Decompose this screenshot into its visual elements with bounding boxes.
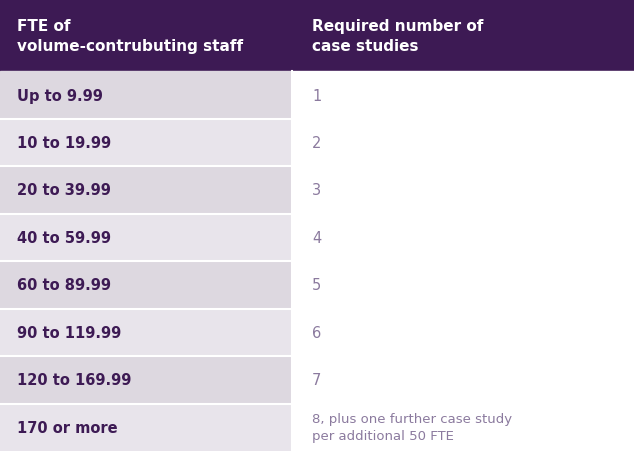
FancyBboxPatch shape: [292, 0, 634, 72]
FancyBboxPatch shape: [0, 214, 292, 262]
Text: Required number of
case studies: Required number of case studies: [312, 19, 484, 53]
Text: Up to 9.99: Up to 9.99: [18, 88, 103, 103]
Text: 90 to 119.99: 90 to 119.99: [18, 325, 122, 340]
FancyBboxPatch shape: [292, 72, 634, 120]
Text: 6: 6: [312, 325, 321, 340]
FancyBboxPatch shape: [0, 72, 292, 120]
Text: 8, plus one further case study
per additional 50 FTE: 8, plus one further case study per addit…: [312, 412, 512, 442]
FancyBboxPatch shape: [0, 0, 292, 72]
Text: 10 to 19.99: 10 to 19.99: [18, 136, 112, 151]
FancyBboxPatch shape: [0, 262, 292, 309]
FancyBboxPatch shape: [0, 356, 292, 404]
FancyBboxPatch shape: [292, 356, 634, 404]
Text: 60 to 89.99: 60 to 89.99: [18, 278, 112, 293]
FancyBboxPatch shape: [0, 309, 292, 356]
FancyBboxPatch shape: [292, 214, 634, 262]
Text: 120 to 169.99: 120 to 169.99: [18, 373, 132, 387]
FancyBboxPatch shape: [0, 404, 292, 451]
FancyBboxPatch shape: [292, 262, 634, 309]
Text: 20 to 39.99: 20 to 39.99: [18, 183, 112, 198]
Text: 170 or more: 170 or more: [18, 420, 118, 435]
Text: 40 to 59.99: 40 to 59.99: [18, 230, 112, 245]
FancyBboxPatch shape: [292, 404, 634, 451]
FancyBboxPatch shape: [292, 167, 634, 214]
Text: 1: 1: [312, 88, 321, 103]
Text: 7: 7: [312, 373, 321, 387]
Text: FTE of
volume-contrubuting staff: FTE of volume-contrubuting staff: [18, 19, 243, 53]
FancyBboxPatch shape: [0, 167, 292, 214]
FancyBboxPatch shape: [0, 120, 292, 167]
FancyBboxPatch shape: [292, 120, 634, 167]
FancyBboxPatch shape: [292, 309, 634, 356]
Text: 4: 4: [312, 230, 321, 245]
Text: 3: 3: [312, 183, 321, 198]
Text: 5: 5: [312, 278, 321, 293]
Text: 2: 2: [312, 136, 321, 151]
